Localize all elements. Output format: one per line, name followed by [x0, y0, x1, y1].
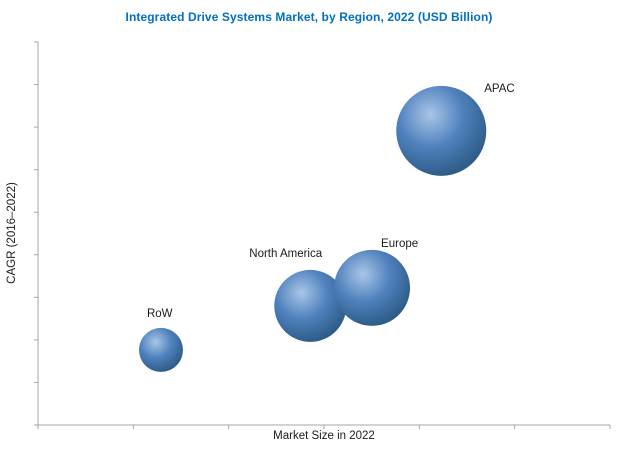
- x-axis-title: Market Size in 2022: [273, 430, 375, 442]
- chart-title: Integrated Drive Systems Market, by Regi…: [125, 10, 493, 24]
- bubble-europe: [334, 249, 411, 326]
- bubble-row: [138, 327, 183, 372]
- bubble-label-row: RoW: [147, 308, 173, 320]
- y-axis-title: CAGR (2016–2022): [6, 182, 18, 284]
- bubble-label-europe: Europe: [381, 238, 418, 250]
- bubble-apac: [396, 85, 487, 176]
- bubble-north-america: [274, 269, 347, 342]
- bubble-label-apac: APAC: [484, 83, 514, 95]
- bubble-label-north-america: North America: [249, 248, 322, 260]
